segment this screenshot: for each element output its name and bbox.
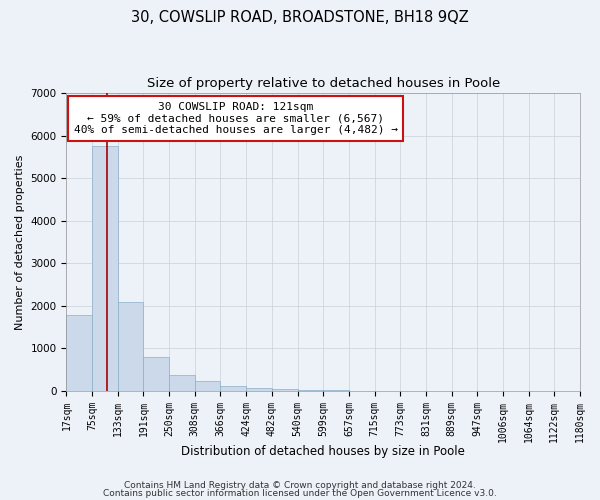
Bar bbox=[118, 302, 143, 391]
Text: Contains public sector information licensed under the Open Government Licence v3: Contains public sector information licen… bbox=[103, 488, 497, 498]
Bar bbox=[220, 386, 246, 391]
Bar bbox=[195, 380, 220, 391]
X-axis label: Distribution of detached houses by size in Poole: Distribution of detached houses by size … bbox=[181, 444, 465, 458]
Text: 30, COWSLIP ROAD, BROADSTONE, BH18 9QZ: 30, COWSLIP ROAD, BROADSTONE, BH18 9QZ bbox=[131, 10, 469, 25]
Bar bbox=[323, 390, 349, 391]
Bar bbox=[246, 388, 272, 391]
Bar bbox=[298, 390, 323, 391]
Title: Size of property relative to detached houses in Poole: Size of property relative to detached ho… bbox=[146, 78, 500, 90]
Bar bbox=[272, 389, 298, 391]
Bar bbox=[169, 375, 195, 391]
Text: 30 COWSLIP ROAD: 121sqm
← 59% of detached houses are smaller (6,567)
40% of semi: 30 COWSLIP ROAD: 121sqm ← 59% of detache… bbox=[74, 102, 398, 135]
Bar bbox=[67, 315, 92, 391]
Text: Contains HM Land Registry data © Crown copyright and database right 2024.: Contains HM Land Registry data © Crown c… bbox=[124, 481, 476, 490]
Bar bbox=[143, 357, 169, 391]
Bar bbox=[92, 146, 118, 391]
Y-axis label: Number of detached properties: Number of detached properties bbox=[15, 154, 25, 330]
